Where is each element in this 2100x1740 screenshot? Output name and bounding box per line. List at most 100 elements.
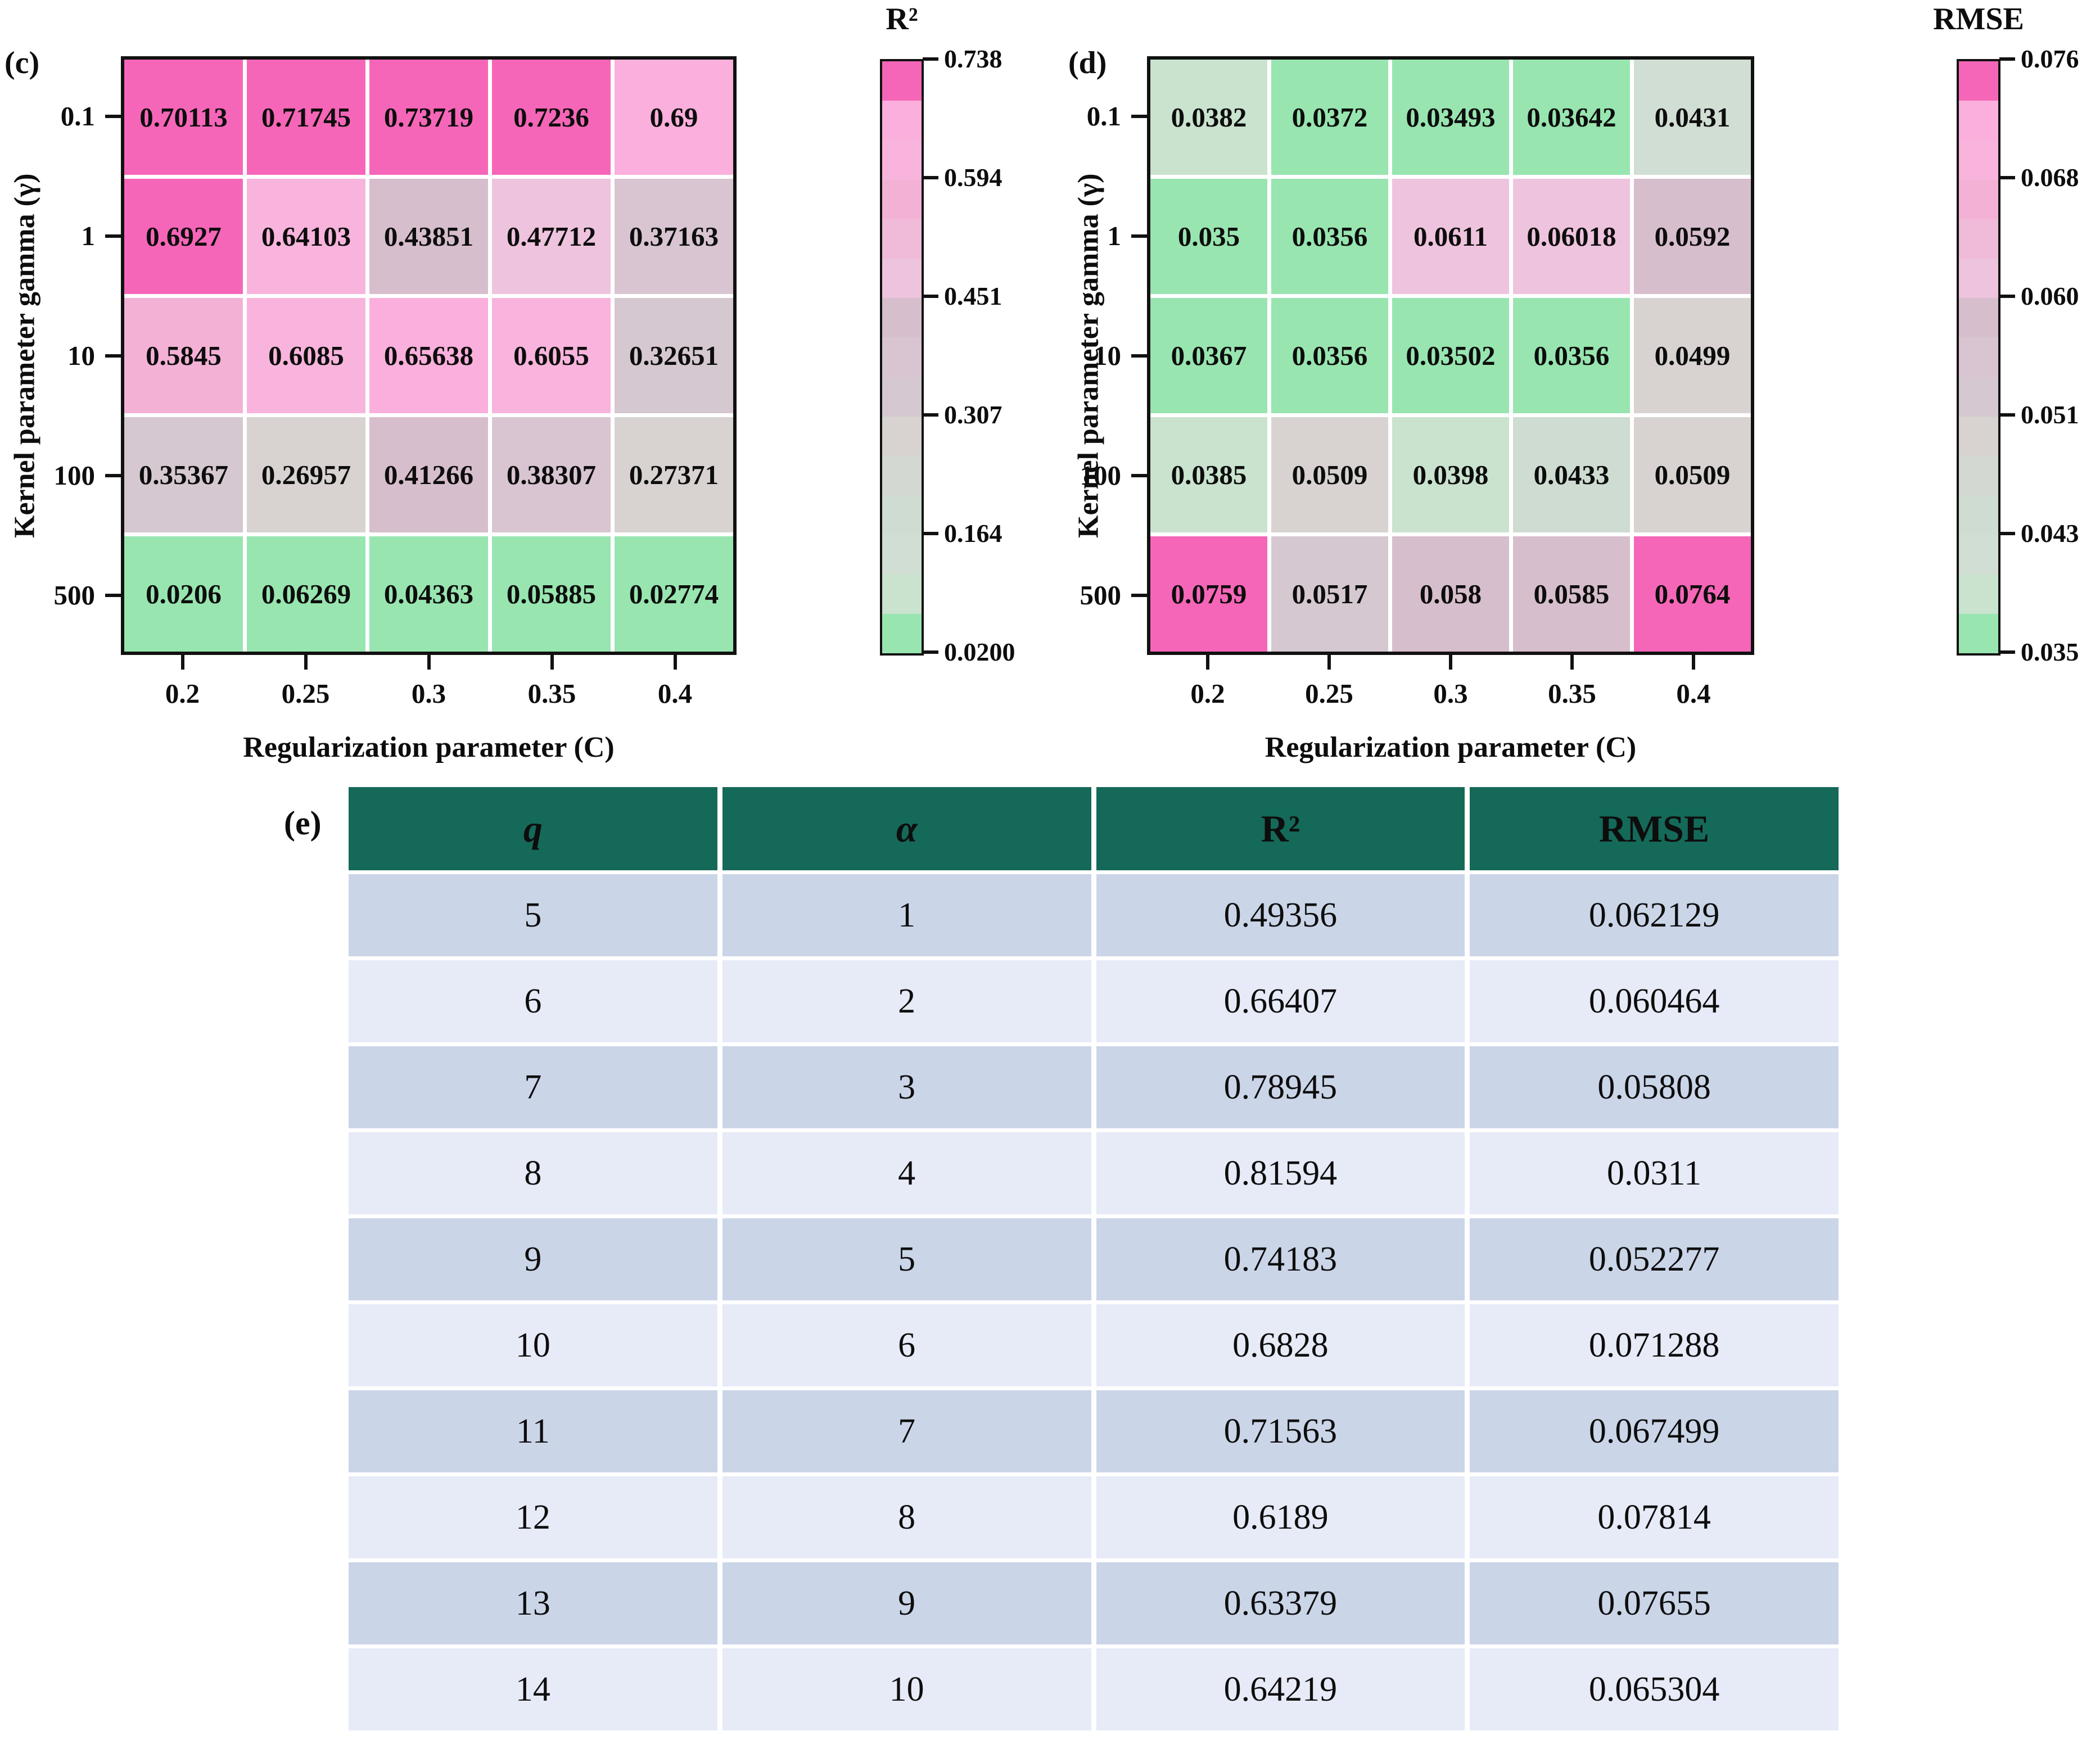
colorbar-band [882, 219, 922, 259]
heatmap-cell: 0.0356 [1271, 179, 1388, 294]
table-cell: 0.49356 [1096, 874, 1465, 956]
y-tick-label: 0.1 [1057, 56, 1147, 176]
heatmap-cell: 0.6927 [124, 179, 243, 294]
table-cell: 0.07655 [1470, 1562, 1839, 1644]
table-cell: 14 [349, 1648, 717, 1730]
table-cell: 0.060464 [1470, 960, 1839, 1042]
heatmap-cell: 0.0398 [1392, 417, 1509, 532]
heatmap-cell: 0.06018 [1513, 179, 1630, 294]
table-cell: 0.052277 [1470, 1218, 1839, 1300]
heatmap-cell: 0.71745 [247, 60, 365, 175]
table-cell: 0.062129 [1470, 874, 1839, 956]
panel-d-rmse-heatmap: (d) Kernel parameter gamma (γ) 0.1 1 10 100… [1051, 0, 2100, 787]
panel-letter: (d) [1068, 46, 1107, 80]
colorbar-band [1959, 179, 1998, 219]
heatmap-cell: 0.27371 [615, 417, 733, 532]
heatmap-cell: 0.0759 [1150, 536, 1267, 652]
heatmap-cell: 0.0367 [1150, 298, 1267, 413]
colorbar-title: RMSE [1933, 2, 2024, 37]
colorbar-tick-mark [923, 413, 938, 417]
heatmap-cell: 0.43851 [369, 179, 488, 294]
colorbar-band [1959, 298, 1998, 338]
table-cell: 9 [349, 1218, 717, 1300]
table-header-cell: R² [1096, 787, 1465, 870]
heatmap-cell: 0.0509 [1634, 417, 1751, 532]
y-axis-tick-labels: 0.1 1 10 100 500 [6, 56, 121, 655]
y-tick-label: 10 [6, 296, 121, 415]
y-tick-mark [105, 473, 121, 477]
table-cell: 0.81594 [1096, 1132, 1465, 1214]
table-cell: 0.6828 [1096, 1304, 1465, 1386]
heatmap-cell: 0.0585 [1513, 536, 1630, 652]
colorbar-band [1959, 377, 1998, 417]
x-axis-label: Regularization parameter (C) [243, 731, 615, 763]
y-tick-mark [1131, 473, 1147, 477]
table-cell: 0.067499 [1470, 1390, 1839, 1472]
colorbar-band [1959, 456, 1998, 496]
table-cell: 3 [722, 1046, 1091, 1128]
results-table: q α R² RMSE 5 1 0.49356 0.062129 6 2 0.66407 0.0604… [349, 787, 1839, 1730]
panel-letter: (e) [284, 805, 322, 842]
x-axis-tick-labels: 0.2 0.25 0.3 0.35 0.4 [121, 677, 737, 713]
x-axis-tick-marks [1147, 655, 1754, 671]
table-cell: 8 [349, 1132, 717, 1214]
colorbar-tick-mark [1999, 532, 2015, 535]
table-cell: 8 [722, 1476, 1091, 1558]
table-header-cell: RMSE [1470, 787, 1839, 870]
x-tick-mark [1449, 655, 1452, 670]
colorbar-tick-mark [1999, 295, 2015, 298]
heatmap-cell: 0.0356 [1271, 298, 1388, 413]
colorbar-tick-label: 0.594 [944, 163, 1002, 192]
y-tick-mark [105, 593, 121, 597]
colorbar-tick-label: 0.451 [944, 282, 1002, 310]
x-tick-label: 0.2 [1190, 678, 1225, 709]
table-cell: 5 [722, 1218, 1091, 1300]
colorbar-band [882, 377, 922, 417]
heatmap-cell: 0.0592 [1634, 179, 1751, 294]
table-cell: 0.66407 [1096, 960, 1465, 1042]
colorbar [880, 59, 924, 656]
y-tick-mark [1131, 593, 1147, 597]
x-axis-label: Regularization parameter (C) [1264, 731, 1637, 763]
colorbar-band [882, 495, 922, 535]
colorbar-band [1959, 140, 1998, 180]
colorbar-band [882, 416, 922, 457]
x-tick [1268, 655, 1390, 671]
x-tick-label: 0.4 [1676, 678, 1711, 709]
x-tick-mark [180, 655, 184, 670]
table-cell: 1 [722, 874, 1091, 956]
x-tick [490, 655, 613, 671]
table-cell: 0.07814 [1470, 1476, 1839, 1558]
heatmap-cell: 0.65638 [369, 298, 488, 413]
heatmap-cell: 0.03502 [1392, 298, 1509, 413]
x-tick [613, 655, 737, 671]
colorbar-tick-label: 0.307 [944, 400, 1002, 429]
table-header-cell: q [349, 787, 717, 870]
heatmap-cell: 0.0611 [1392, 179, 1509, 294]
heatmap-cell: 0.38307 [492, 417, 611, 532]
heatmap-cell: 0.0372 [1271, 60, 1388, 175]
colorbar-band [882, 259, 922, 299]
colorbar-band [882, 101, 922, 141]
x-tick [1511, 655, 1633, 671]
table-cell: 6 [722, 1304, 1091, 1386]
colorbar-tick-mark [1999, 650, 2015, 654]
y-tick-text: 500 [53, 580, 96, 611]
colorbar-band [1959, 416, 1998, 457]
table-cell: 11 [349, 1390, 717, 1472]
x-tick-label: 0.25 [1305, 678, 1353, 709]
colorbar-band [882, 456, 922, 496]
table-cell: 0.05808 [1470, 1046, 1839, 1128]
x-tick [244, 655, 367, 671]
colorbar-band [882, 613, 922, 654]
table-cell: 12 [349, 1476, 717, 1558]
x-tick-mark [1692, 655, 1695, 670]
colorbar-band [1959, 574, 1998, 614]
x-tick-label: 0.2 [165, 678, 200, 709]
y-tick-label: 1 [6, 176, 121, 296]
x-axis-tick-labels: 0.2 0.25 0.3 0.35 0.4 [1147, 677, 1754, 713]
heatmap-cell: 0.6085 [247, 298, 365, 413]
heatmap-r2: 0.70113 0.71745 0.73719 0.7236 0.69 0.6927 0.6… [121, 56, 737, 655]
colorbar-band [882, 140, 922, 180]
